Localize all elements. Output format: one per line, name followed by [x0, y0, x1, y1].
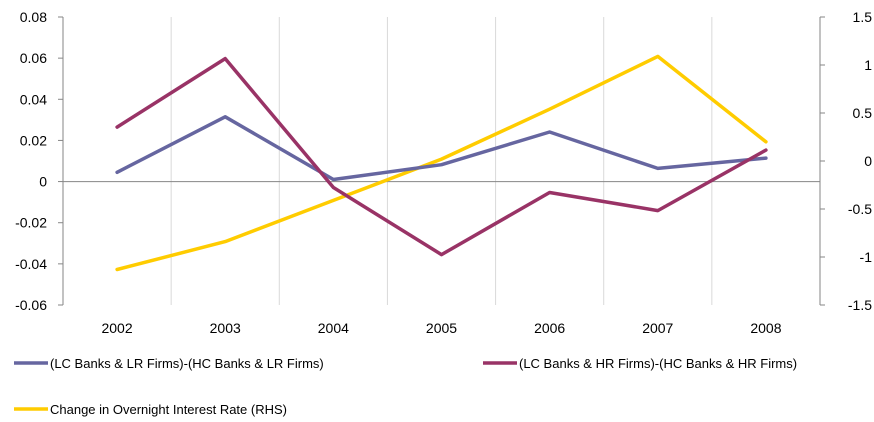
series-lines: [115, 54, 768, 272]
left-tick-label: 0: [39, 174, 47, 190]
tick-labels: -0.06 -0.04 -0.02 0 0.02 0.04 0.06 0.08 -1.5 -1 -0…: [15, 9, 872, 336]
left-tick-label: 0.02: [20, 132, 47, 148]
left-tick-label: 0.08: [20, 9, 47, 25]
x-tick-label: 2003: [210, 320, 241, 336]
legend-entry-interest-rate: Change in Overnight Interest Rate (RHS): [14, 402, 287, 417]
right-tick-label: -0.5: [848, 201, 872, 217]
left-tick-label: -0.04: [15, 256, 47, 272]
x-tick-label: 2008: [750, 320, 781, 336]
x-tick-label: 2002: [101, 320, 132, 336]
x-tick-label: 2005: [426, 320, 457, 336]
right-tick-label: -1.5: [848, 297, 872, 313]
legend-label: (LC Banks & LR Firms)-(HC Banks & LR Fir…: [50, 356, 324, 371]
right-tick-label: 1.5: [853, 9, 873, 25]
right-tick-label: -1: [860, 249, 873, 265]
legend-entry-lc-hr: (LC Banks & HR Firms)-(HC Banks & HR Fir…: [483, 356, 797, 371]
series-line-1: [115, 56, 768, 257]
right-tick-label: 1: [864, 57, 872, 73]
right-tick-label: 0.5: [853, 105, 873, 121]
legend-entry-lc-lr: (LC Banks & LR Firms)-(HC Banks & LR Fir…: [14, 356, 324, 371]
left-tick-label: -0.06: [15, 297, 47, 313]
series-line-2: [115, 54, 768, 272]
legend-label: (LC Banks & HR Firms)-(HC Banks & HR Fir…: [519, 356, 797, 371]
x-tick-label: 2007: [642, 320, 673, 336]
legend: (LC Banks & LR Firms)-(HC Banks & LR Fir…: [14, 356, 797, 417]
series-line-0: [115, 115, 768, 182]
right-tick-label: 0: [864, 153, 872, 169]
x-tick-label: 2006: [534, 320, 565, 336]
left-tick-label: 0.06: [20, 50, 47, 66]
left-tick-label: 0.04: [20, 91, 47, 107]
axes: [58, 16, 825, 306]
x-tick-label: 2004: [318, 320, 349, 336]
legend-label: Change in Overnight Interest Rate (RHS): [50, 402, 287, 417]
left-tick-label: -0.02: [15, 215, 47, 231]
